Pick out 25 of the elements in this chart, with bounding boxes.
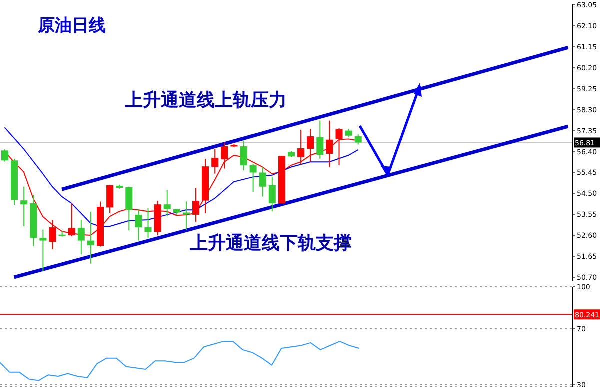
text: 原油日线 — [38, 15, 106, 37]
candlestick — [182, 201, 190, 231]
candlestick — [268, 176, 276, 212]
candlestick — [20, 186, 28, 227]
candlestick — [135, 210, 142, 242]
annotation: 上升通道线下轨支撑 — [190, 232, 352, 255]
candlestick — [316, 120, 324, 160]
candlestick — [87, 211, 94, 264]
candlestick — [212, 148, 219, 174]
candlestick — [221, 142, 228, 170]
candlestick — [240, 140, 248, 172]
line-series — [0, 341, 360, 382]
line-series — [4, 127, 359, 228]
candlestick — [78, 220, 85, 255]
candlestick — [144, 208, 152, 239]
candlestick — [126, 186, 133, 232]
candlestick — [354, 134, 362, 146]
candlestick — [259, 166, 266, 198]
candlestick — [106, 184, 114, 214]
candlestick — [250, 163, 257, 192]
candlestick — [2, 149, 8, 162]
candlestick — [192, 188, 200, 223]
annotation: 上升通道线上轨压力 — [125, 89, 287, 112]
candlestick — [164, 190, 171, 217]
candlestick — [40, 229, 47, 272]
